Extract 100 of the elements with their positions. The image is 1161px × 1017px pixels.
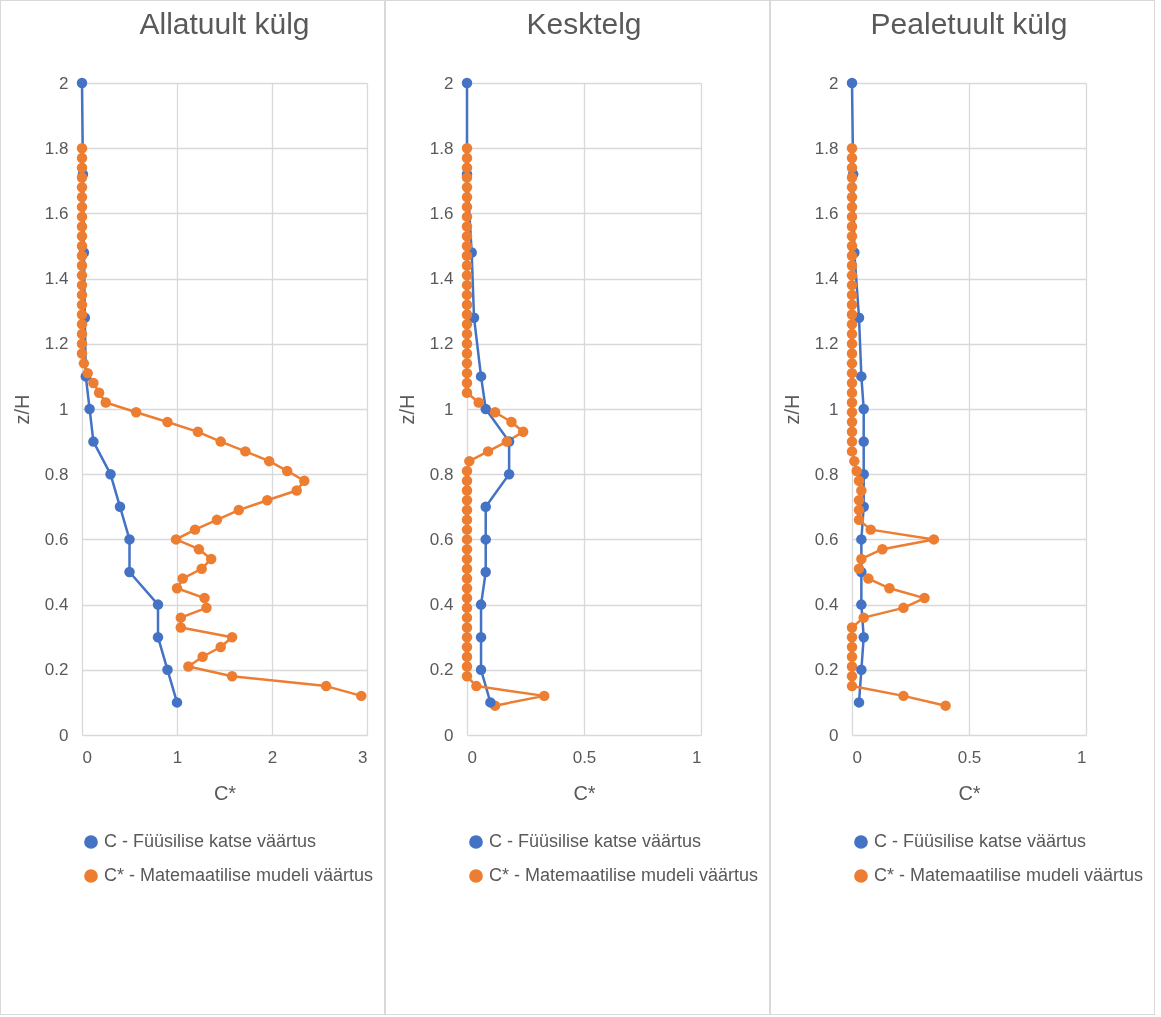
point [76, 338, 87, 350]
point [193, 543, 204, 555]
point [846, 407, 857, 418]
point [855, 485, 867, 496]
point [239, 446, 251, 457]
point [461, 602, 472, 614]
y-tick-label: 2 [58, 73, 68, 93]
y-tick-label: 1.4 [814, 269, 838, 289]
point [263, 455, 274, 467]
point [475, 371, 486, 382]
point [479, 534, 491, 545]
x-axis-title: C* [213, 781, 236, 804]
point [87, 436, 99, 447]
chart-title: Pealetuult külg [870, 7, 1067, 40]
point [461, 358, 472, 369]
chart-title: Kesktelg [525, 7, 642, 40]
point [853, 504, 864, 516]
point [461, 622, 472, 633]
point [461, 162, 472, 173]
y-tick-label: 0.4 [44, 595, 68, 615]
point [928, 534, 939, 545]
point [461, 152, 472, 164]
x-tick-label: 0.5 [957, 747, 981, 767]
point [479, 403, 491, 415]
point [461, 671, 472, 682]
y-tick-label: 1.6 [814, 203, 838, 223]
point [475, 664, 486, 676]
point [461, 524, 472, 535]
x-tick-label: 3 [357, 747, 367, 767]
point [482, 446, 493, 457]
y-tick-label: 1.4 [44, 269, 68, 289]
point [152, 599, 163, 610]
y-tick-label: 1.8 [814, 138, 838, 158]
point [846, 319, 857, 330]
point [846, 377, 857, 389]
point [461, 328, 472, 340]
legend-label: C* - Matemaatilise mudeli väärtus [873, 865, 1143, 885]
point [853, 475, 864, 486]
y-axis-title: z/H [395, 394, 418, 425]
point [857, 631, 869, 643]
point [290, 485, 302, 496]
point [76, 230, 87, 242]
point [78, 358, 89, 369]
point [846, 631, 857, 643]
point [489, 407, 500, 418]
x-tick-label: 0 [82, 747, 92, 767]
chart-title: Allatuult külg [138, 7, 310, 40]
point [846, 397, 857, 408]
y-tick-label: 0.6 [44, 529, 68, 549]
point [83, 403, 95, 415]
point [855, 371, 867, 382]
point [298, 475, 310, 486]
point [461, 191, 472, 203]
point [846, 651, 857, 662]
point [461, 289, 472, 301]
point [846, 446, 857, 457]
point [320, 680, 331, 692]
point [864, 524, 876, 535]
point [76, 201, 87, 213]
y-tick-label: 0 [58, 725, 68, 745]
point [226, 671, 237, 682]
legend-label: C - Füüsilise katse väärtus [103, 831, 316, 851]
point [461, 250, 472, 262]
point [461, 77, 472, 89]
point [281, 465, 292, 477]
point [461, 348, 472, 359]
point [233, 504, 244, 516]
point [226, 631, 237, 643]
point [76, 191, 87, 203]
point [846, 142, 857, 154]
point [461, 495, 472, 506]
point [461, 641, 472, 653]
point [461, 338, 472, 350]
point [76, 162, 87, 173]
x-tick-label: 1 [1076, 747, 1086, 767]
point [850, 465, 862, 477]
point [461, 260, 472, 271]
point [76, 328, 87, 340]
point [463, 455, 475, 467]
point [846, 182, 857, 193]
x-axis-title: C* [957, 781, 981, 804]
point [76, 250, 87, 262]
y-tick-label: 1 [58, 399, 68, 419]
point [857, 436, 869, 447]
point [846, 641, 857, 653]
point [76, 211, 87, 222]
point [81, 367, 93, 379]
point [505, 416, 517, 428]
y-tick-label: 1.8 [44, 138, 68, 158]
point [76, 260, 87, 271]
point [104, 468, 116, 480]
y-tick-label: 1.6 [429, 203, 453, 223]
point [461, 309, 472, 320]
point [484, 697, 496, 708]
point [161, 416, 173, 428]
point [461, 504, 472, 516]
y-tick-label: 0.8 [44, 464, 68, 484]
point [846, 358, 857, 369]
point [76, 142, 87, 154]
point [461, 563, 472, 574]
